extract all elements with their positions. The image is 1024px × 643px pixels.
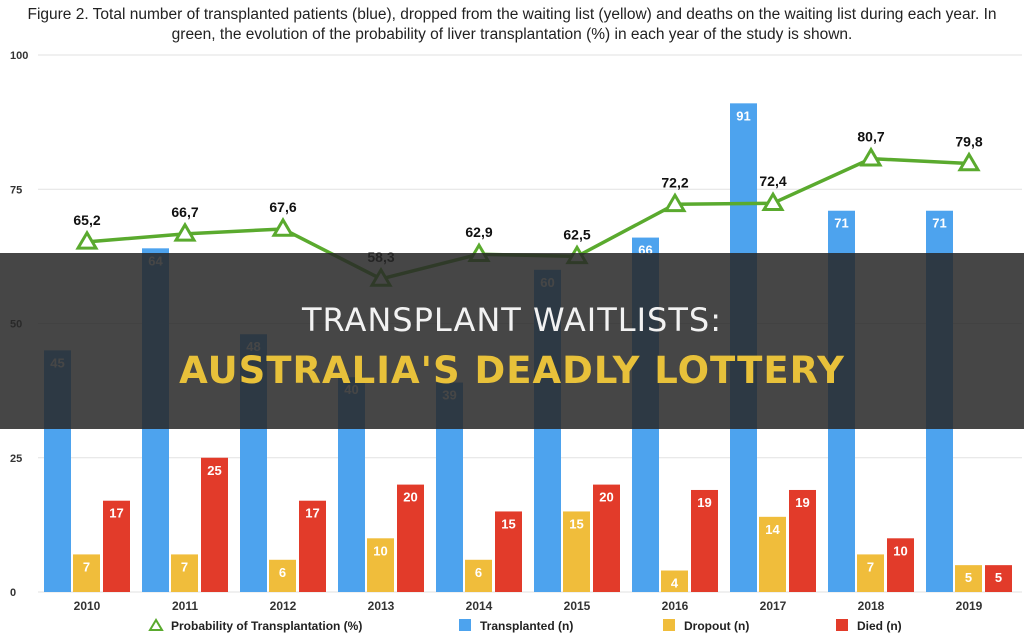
died-value-label: 20 [403,490,417,505]
died-bar [495,511,522,592]
x-tick-label: 2019 [956,599,983,613]
y-tick-label: 75 [10,184,22,196]
dropout-value-label: 5 [965,570,972,585]
caption-line-2: green, the evolution of the probability … [171,26,853,43]
x-tick-label: 2018 [858,599,885,613]
dropout-bar [563,511,590,592]
died-bar [103,500,130,592]
dropout-value-label: 7 [83,559,90,574]
died-bar [201,457,228,592]
probability-value-label: 62,5 [563,226,590,242]
banner-title: TRANSPLANT WAITLISTS: [301,301,722,339]
dropout-bar [661,570,688,592]
legend-label: Dropout (n) [684,619,749,633]
probability-value-label: 72,2 [661,174,688,190]
died-value-label: 19 [795,495,809,510]
legend-swatch [663,619,675,631]
legend-swatch [459,619,471,631]
probability-value-label: 80,7 [857,129,884,145]
probability-point [761,191,785,212]
probability-point [663,192,687,213]
dropout-value-label: 10 [373,543,387,558]
legend-label: Probability of Transplantation (%) [171,619,362,633]
transplanted-value-label: 71 [932,216,946,231]
probability-value-label: 65,2 [73,212,100,228]
dropout-bar [759,516,786,592]
died-bar [593,484,620,592]
probability-value-label: 66,7 [171,204,198,220]
y-tick-label: 0 [10,587,16,599]
legend-label: Died (n) [857,619,902,633]
transplanted-value-label: 91 [736,108,750,123]
y-tick-label: 25 [10,453,22,465]
figure-caption: Figure 2. Total number of transplanted p… [0,5,1024,45]
died-bar [789,489,816,592]
x-tick-label: 2011 [172,599,198,613]
probability-point [173,221,197,242]
legend-swatch [836,619,848,631]
died-bar [397,484,424,592]
died-bar [299,500,326,592]
x-tick-label: 2013 [368,599,395,613]
caption-line-1: Figure 2. Total number of transplanted p… [27,6,997,23]
dropout-bar [73,554,100,592]
died-bar [691,489,718,592]
died-value-label: 25 [207,463,221,478]
dropout-bar [857,554,884,592]
dropout-bar [465,559,492,592]
legend-label: Transplanted (n) [480,619,573,633]
x-tick-label: 2017 [760,599,787,613]
died-value-label: 5 [995,570,1002,585]
died-bar [985,565,1012,592]
dropout-value-label: 6 [279,565,286,580]
died-value-label: 10 [893,543,907,558]
dropout-value-label: 15 [569,516,583,531]
dropout-bar [955,565,982,592]
probability-value-label: 79,8 [955,133,982,149]
dropout-bar [171,554,198,592]
x-tick-label: 2012 [270,599,297,613]
died-value-label: 20 [599,490,613,505]
probability-value-label: 67,6 [269,199,296,215]
probability-point [957,151,981,172]
died-value-label: 19 [697,495,711,510]
x-tick-label: 2015 [564,599,591,613]
legend-swatch-probability [148,618,164,631]
probability-point [271,217,295,237]
probability-point [859,146,883,167]
dropout-value-label: 7 [181,559,188,574]
died-value-label: 15 [501,516,515,531]
died-bar [887,538,914,592]
dropout-bar [269,559,296,592]
dropout-bar [367,538,394,592]
dropout-value-label: 4 [671,576,679,591]
dropout-value-label: 6 [475,565,482,580]
transplanted-value-label: 71 [834,216,848,231]
x-tick-label: 2016 [662,599,689,613]
died-value-label: 17 [109,506,123,521]
probability-value-label: 72,4 [759,173,786,189]
x-tick-label: 2010 [74,599,101,613]
banner-subtitle: AUSTRALIA'S DEADLY LOTTERY [179,349,845,392]
dropout-value-label: 14 [765,522,780,537]
probability-value-label: 62,9 [465,224,492,240]
title-banner: TRANSPLANT WAITLISTS: AUSTRALIA'S DEADLY… [0,253,1024,429]
probability-point [75,229,99,250]
dropout-value-label: 7 [867,559,874,574]
y-tick-label: 100 [10,50,28,62]
died-value-label: 17 [305,506,319,521]
x-tick-label: 2014 [466,599,493,613]
